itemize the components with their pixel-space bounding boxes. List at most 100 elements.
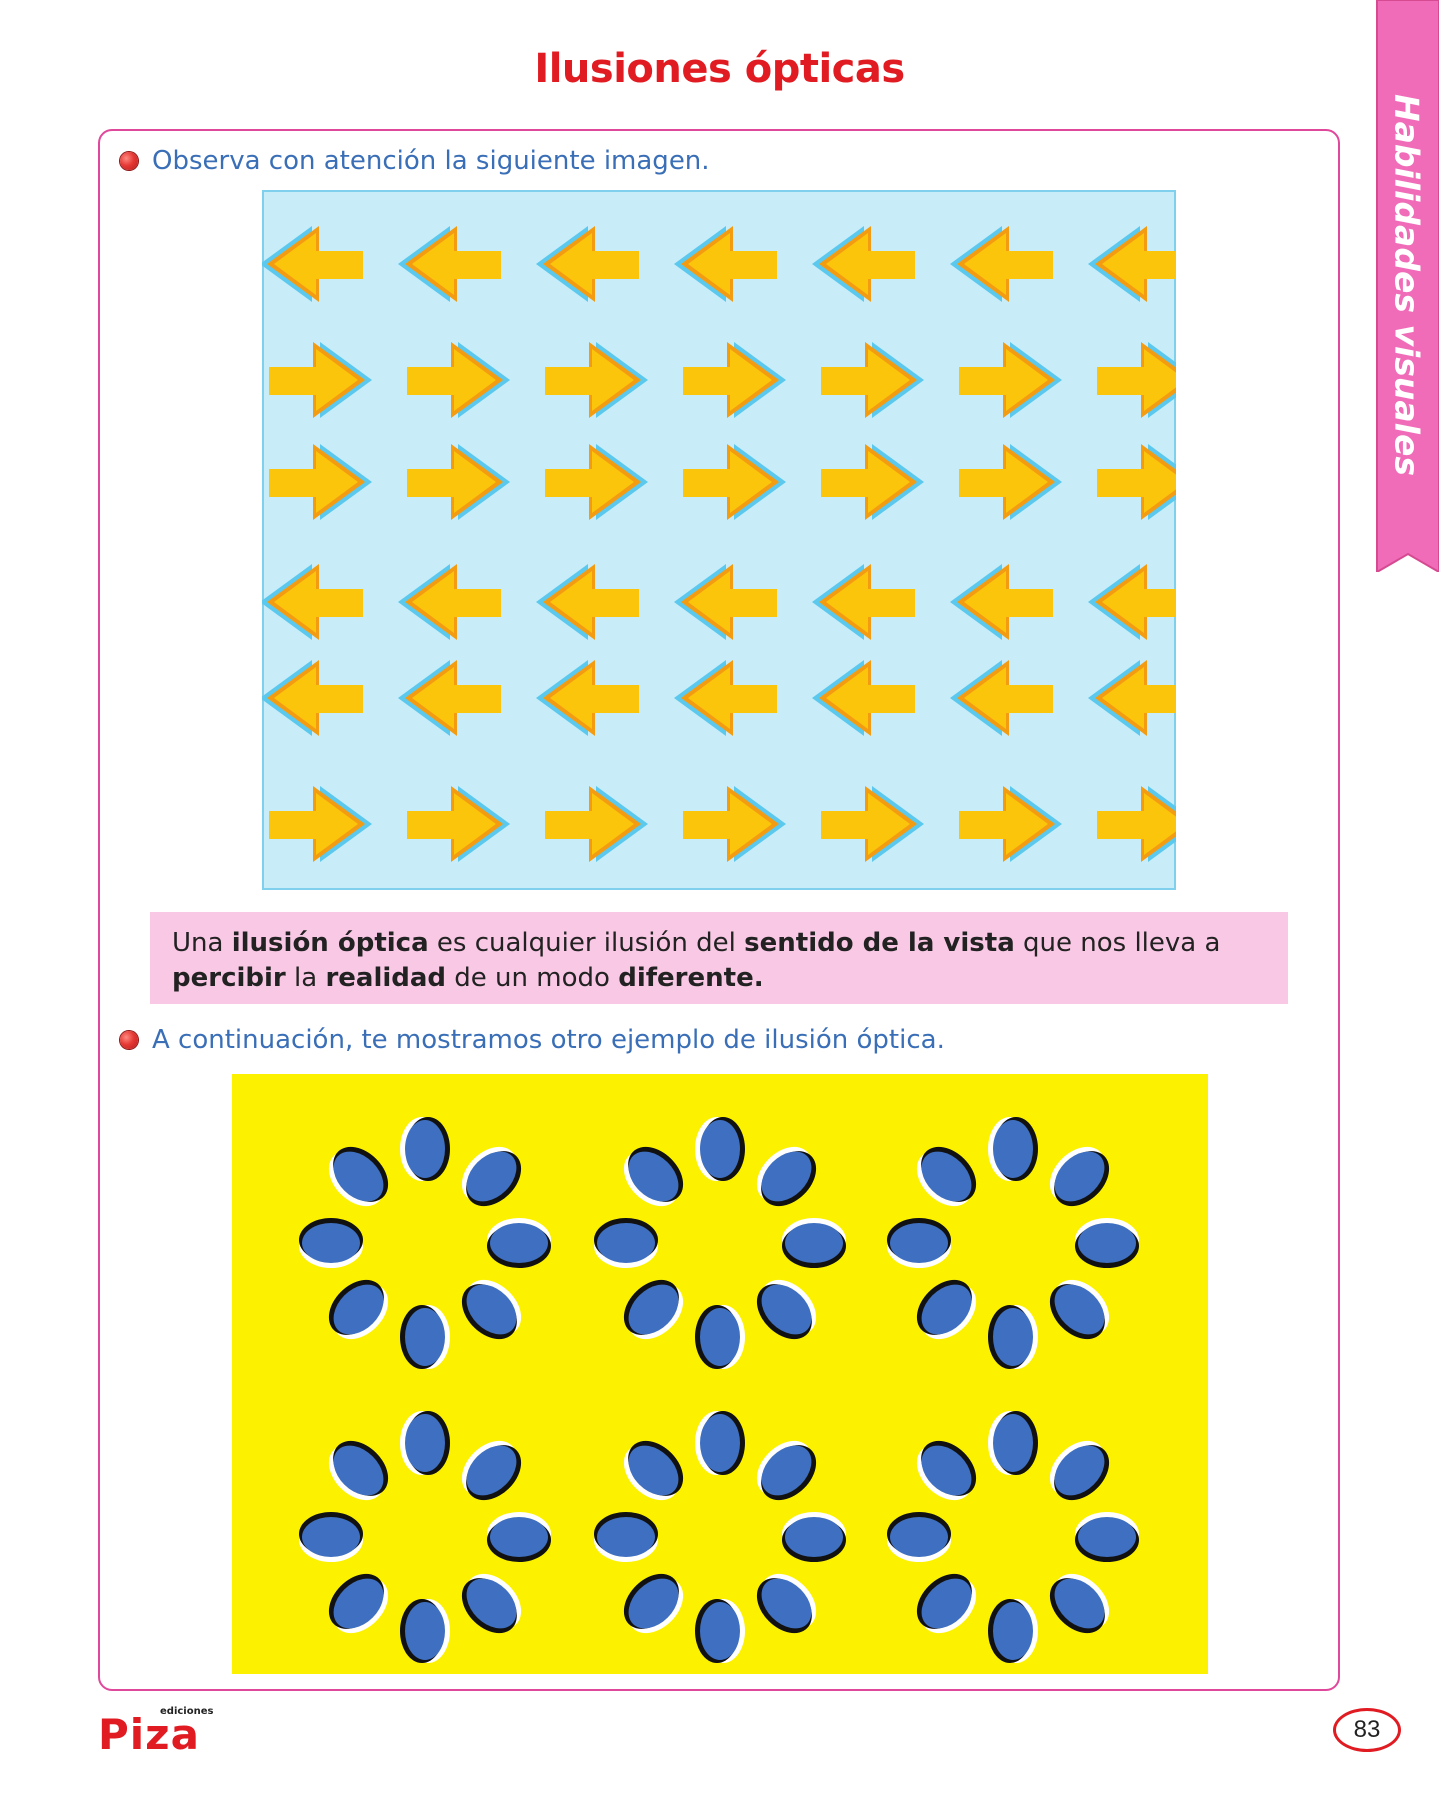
oval-flower <box>299 1411 551 1663</box>
arrow-right-icon <box>821 342 924 418</box>
oval-petal <box>756 1146 817 1207</box>
arrow-left-icon <box>674 660 777 736</box>
oval-petal <box>299 1512 363 1562</box>
arrow-left-icon <box>536 564 639 640</box>
section-tab-label: Habilidades visuales <box>1387 93 1427 477</box>
content-frame <box>98 129 1340 1691</box>
arrow-right-icon <box>959 342 1062 418</box>
arrow-right-icon <box>407 786 510 862</box>
oval-petal <box>461 1279 522 1340</box>
oval-flower <box>887 1411 1139 1663</box>
arrow-illusion-figure <box>262 190 1176 890</box>
page-number: 83 <box>1333 1708 1401 1752</box>
oval-petal <box>1049 1440 1110 1501</box>
oval-petal <box>1075 1512 1139 1562</box>
section-tab: Habilidades visuales <box>1375 0 1439 572</box>
arrow-right-icon <box>683 342 786 418</box>
arrow-left-icon <box>950 564 1053 640</box>
oval-petal <box>756 1440 817 1501</box>
oval-illusion-figure <box>232 1074 1208 1674</box>
brand-logo-small: ediciones <box>160 1706 214 1717</box>
oval-petal <box>461 1440 522 1501</box>
arrow-left-icon <box>262 564 363 640</box>
arrow-left-icon <box>950 226 1053 302</box>
arrow-left-icon <box>1088 564 1176 640</box>
oval-petal <box>916 1440 977 1501</box>
oval-flower <box>299 1117 551 1369</box>
section-tab-ribbon <box>1376 0 1439 572</box>
arrow-left-icon <box>262 226 363 302</box>
arrow-left-icon <box>674 564 777 640</box>
definition-part: ilusión óptica <box>231 928 429 958</box>
brand-logo-word: Piza <box>98 1710 200 1759</box>
bullet-dot-icon <box>120 1031 138 1049</box>
definition-part: de un modo <box>446 963 619 993</box>
arrow-left-icon <box>812 226 915 302</box>
oval-flower <box>887 1117 1139 1369</box>
arrow-right-icon <box>821 786 924 862</box>
instruction-1-text: Observa con atención la siguiente imagen… <box>152 146 710 176</box>
definition-part: Una <box>172 928 232 958</box>
oval-petal <box>916 1146 977 1207</box>
arrow-left-icon <box>536 660 639 736</box>
oval-petal <box>461 1146 522 1207</box>
oval-petal <box>695 1117 745 1181</box>
definition-part: sentido de la vista <box>744 928 1015 958</box>
definition-part: diferente. <box>618 963 764 993</box>
arrow-right-icon <box>683 444 786 520</box>
definition-box: Una ilusión óptica es cualquier ilusión … <box>150 912 1288 1004</box>
arrow-right-icon <box>1097 786 1176 862</box>
arrow-right-icon <box>959 786 1062 862</box>
arrow-right-icon <box>545 786 648 862</box>
arrow-right-icon <box>269 342 372 418</box>
definition-part: realidad <box>325 963 447 993</box>
arrow-right-icon <box>269 786 372 862</box>
oval-flower <box>594 1117 846 1369</box>
arrow-left-icon <box>950 660 1053 736</box>
oval-flower <box>594 1411 846 1663</box>
arrow-right-icon <box>683 786 786 862</box>
oval-petal <box>782 1512 846 1562</box>
arrow-left-icon <box>1088 226 1176 302</box>
definition-part: percibir <box>172 963 286 993</box>
oval-petal <box>988 1599 1038 1663</box>
oval-petal <box>400 1117 450 1181</box>
arrow-left-icon <box>398 226 501 302</box>
instruction-2-text: A continuación, te mostramos otro ejempl… <box>152 1025 945 1055</box>
oval-petal <box>756 1279 817 1340</box>
oval-petal <box>623 1573 684 1634</box>
arrow-right-icon <box>407 444 510 520</box>
arrow-left-icon <box>1088 660 1176 736</box>
arrow-right-icon <box>821 444 924 520</box>
arrow-left-icon <box>398 564 501 640</box>
oval-petal <box>328 1573 389 1634</box>
oval-petal <box>487 1512 551 1562</box>
oval-petal <box>782 1218 846 1268</box>
oval-petal <box>988 1117 1038 1181</box>
oval-petal <box>695 1599 745 1663</box>
oval-petal <box>400 1411 450 1475</box>
oval-petal <box>328 1279 389 1340</box>
arrow-left-icon <box>398 660 501 736</box>
definition-text: Una ilusión óptica es cualquier ilusión … <box>172 928 1220 993</box>
oval-petal <box>299 1218 363 1268</box>
oval-petal <box>887 1512 951 1562</box>
arrow-right-icon <box>1097 342 1176 418</box>
oval-petal <box>916 1279 977 1340</box>
definition-part: es cualquier ilusión del <box>428 928 745 958</box>
bullet-dot-icon <box>120 152 138 170</box>
brand-logo: ediciones Piza <box>98 1700 213 1759</box>
oval-petal <box>695 1305 745 1369</box>
definition-part: la <box>285 963 326 993</box>
oval-petal <box>916 1573 977 1634</box>
page-title: Ilusiones ópticas <box>534 46 905 92</box>
arrow-right-icon <box>545 444 648 520</box>
arrow-right-icon <box>545 342 648 418</box>
oval-petal <box>487 1218 551 1268</box>
oval-petal <box>1049 1146 1110 1207</box>
arrow-left-icon <box>812 564 915 640</box>
oval-petal <box>695 1411 745 1475</box>
oval-petal <box>988 1411 1038 1475</box>
oval-petal <box>1049 1279 1110 1340</box>
oval-petal <box>594 1218 658 1268</box>
